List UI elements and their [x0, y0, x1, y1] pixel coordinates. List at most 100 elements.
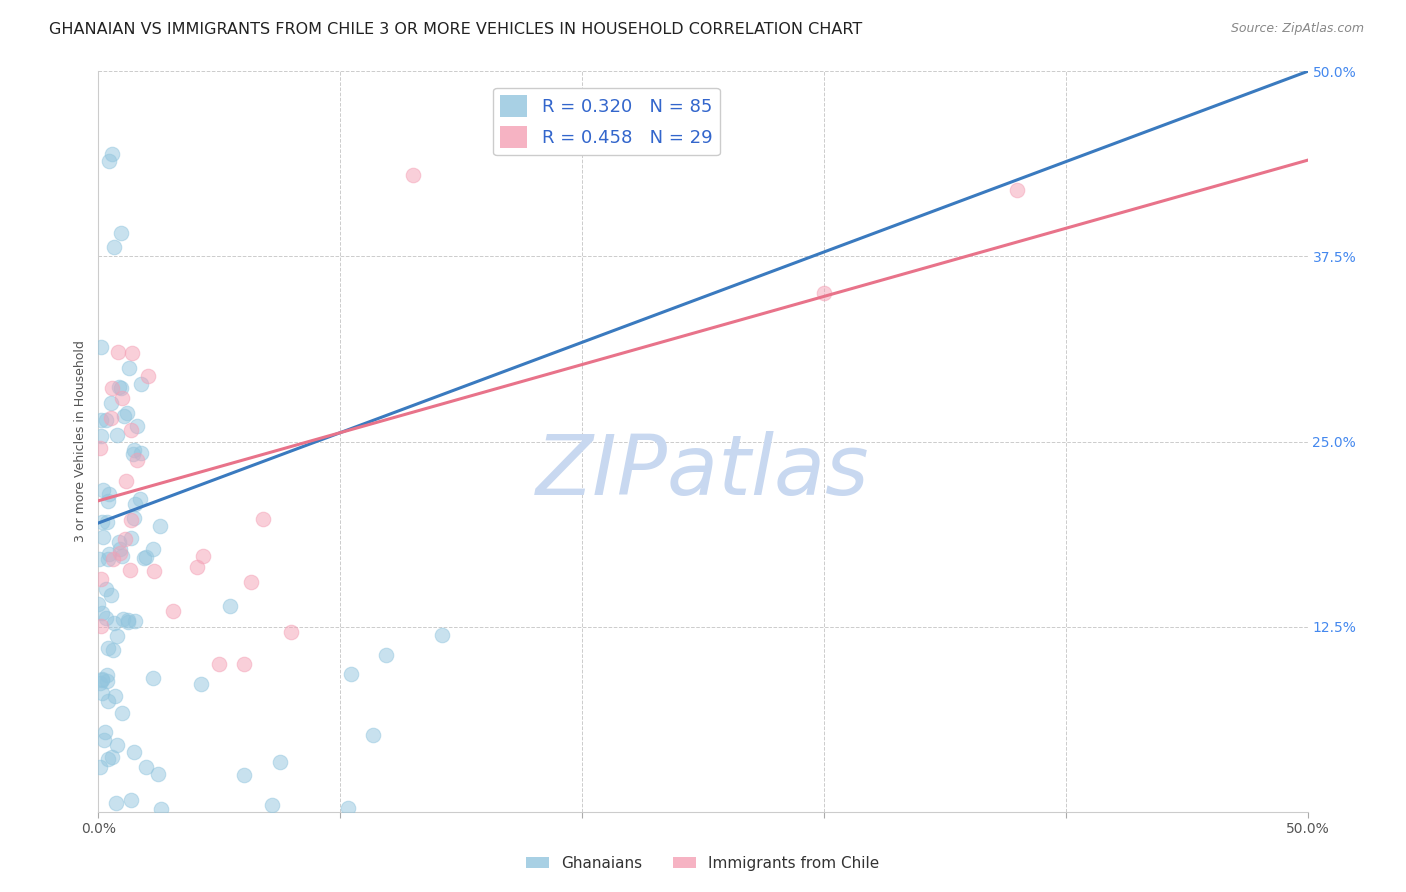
Point: [120, 792, 142, 806]
Point: [432, 628, 454, 642]
Point: [269, 755, 291, 769]
Point: [94, 611, 117, 625]
Point: [117, 407, 139, 421]
Point: [340, 666, 363, 681]
Point: [127, 419, 149, 434]
Point: [135, 760, 157, 774]
Point: [240, 575, 263, 590]
Point: [96, 413, 118, 427]
Point: [124, 614, 146, 628]
Point: [252, 512, 274, 526]
Point: [190, 676, 212, 690]
Point: [111, 612, 134, 626]
Point: [96, 668, 118, 682]
Point: [111, 706, 134, 720]
Point: [90, 572, 112, 586]
Point: [105, 739, 128, 753]
Point: [105, 629, 128, 643]
Point: [120, 531, 142, 545]
Point: [100, 410, 122, 425]
Point: [110, 226, 132, 240]
Point: [90, 428, 112, 442]
Point: [121, 447, 143, 461]
Point: [114, 533, 136, 547]
Point: [90, 413, 112, 427]
Point: [100, 146, 122, 161]
Point: [232, 768, 254, 782]
Point: [110, 382, 132, 396]
Point: [101, 551, 124, 566]
Point: [402, 168, 425, 182]
Point: [96, 515, 118, 529]
Point: [150, 802, 173, 816]
Point: [219, 599, 242, 613]
Text: GHANAIAN VS IMMIGRANTS FROM CHILE 3 OR MORE VEHICLES IN HOUSEHOLD CORRELATION CH: GHANAIAN VS IMMIGRANTS FROM CHILE 3 OR M…: [49, 22, 862, 37]
Point: [122, 745, 145, 759]
Point: [262, 797, 284, 812]
Point: [105, 428, 128, 442]
Point: [124, 497, 146, 511]
Point: [111, 391, 134, 405]
Point: [90, 686, 112, 700]
Point: [120, 424, 142, 438]
Point: [94, 582, 117, 596]
Point: [374, 648, 396, 663]
Point: [101, 749, 124, 764]
Point: [118, 563, 141, 577]
Point: [103, 616, 125, 631]
Point: [122, 443, 145, 458]
Point: [104, 689, 127, 703]
Point: [132, 550, 155, 565]
Point: [89, 760, 111, 774]
Point: [108, 542, 131, 557]
Point: [98, 153, 121, 168]
Point: [117, 613, 139, 627]
Point: [111, 549, 134, 563]
Point: [91, 530, 114, 544]
Point: [97, 551, 120, 566]
Point: [117, 615, 139, 629]
Point: [232, 657, 254, 671]
Point: [98, 547, 121, 561]
Point: [208, 657, 231, 671]
Point: [118, 361, 141, 376]
Point: [121, 346, 143, 360]
Point: [100, 396, 122, 410]
Point: [93, 732, 115, 747]
Point: [813, 286, 835, 301]
Point: [337, 800, 360, 814]
Point: [143, 564, 166, 578]
Point: [191, 549, 214, 563]
Point: [87, 597, 110, 611]
Point: [112, 409, 135, 423]
Point: [361, 728, 384, 742]
Point: [146, 766, 169, 780]
Point: [101, 381, 124, 395]
Point: [129, 377, 152, 392]
Point: [97, 641, 120, 656]
Point: [91, 672, 114, 686]
Point: [107, 344, 129, 359]
Point: [90, 619, 112, 633]
Point: [280, 624, 302, 639]
Point: [135, 549, 157, 564]
Point: [108, 546, 131, 560]
Point: [142, 541, 165, 556]
Point: [103, 240, 125, 254]
Point: [89, 441, 111, 455]
Point: [108, 380, 131, 394]
Point: [136, 368, 159, 383]
Point: [97, 752, 120, 766]
Point: [125, 452, 148, 467]
Point: [89, 676, 111, 690]
Point: [128, 491, 150, 506]
Point: [108, 535, 131, 549]
Point: [120, 513, 142, 527]
Point: [97, 494, 120, 508]
Point: [90, 673, 112, 687]
Point: [149, 518, 172, 533]
Point: [97, 694, 120, 708]
Text: ZIPatlas: ZIPatlas: [536, 431, 870, 512]
Point: [105, 796, 128, 810]
Point: [90, 340, 112, 354]
